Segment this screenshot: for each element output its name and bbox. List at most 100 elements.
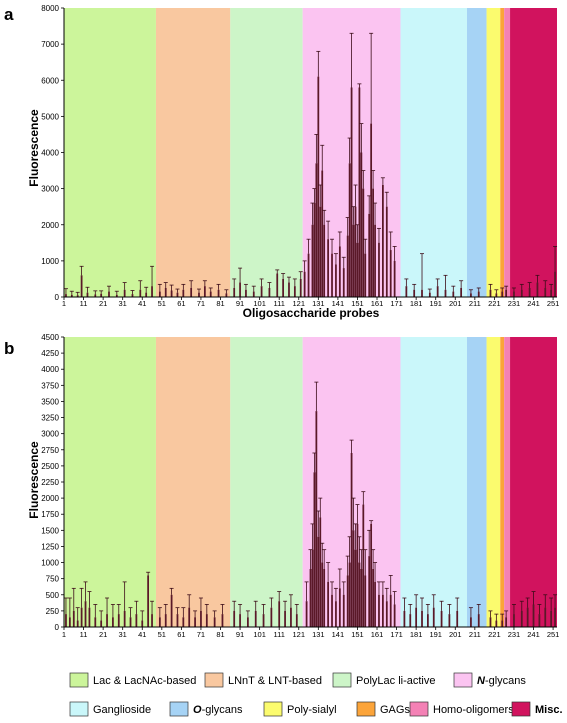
x-tick-label: 121 — [293, 299, 306, 308]
bar — [370, 523, 373, 627]
bar — [350, 87, 353, 297]
x-tick-label: 41 — [138, 630, 146, 639]
y-tick-label: 250 — [46, 607, 60, 616]
y-tick-label: 2000 — [41, 494, 59, 503]
bar — [288, 282, 290, 297]
x-tick-label: 1 — [62, 299, 66, 308]
bar — [374, 581, 376, 627]
x-tick-label: 241 — [527, 299, 540, 308]
region-misc — [510, 8, 557, 297]
x-tick-label: 71 — [197, 299, 205, 308]
y-tick-label: 500 — [46, 591, 60, 600]
legend-swatch — [204, 672, 224, 688]
bar — [131, 294, 134, 297]
y-tick-label: 1750 — [41, 510, 59, 519]
legend-label: GAGs — [380, 704, 410, 716]
bar — [532, 604, 535, 627]
bar — [270, 607, 273, 627]
x-tick-label: 211 — [469, 630, 481, 639]
legend-swatch — [511, 701, 531, 717]
x-tick-label: 201 — [449, 630, 462, 639]
x-tick-label: 171 — [390, 299, 403, 308]
legend-swatch — [263, 701, 283, 717]
bar — [221, 614, 224, 627]
bar — [440, 610, 443, 627]
y-tick-label: 2250 — [41, 478, 59, 487]
bar — [436, 286, 439, 297]
y-tick-label: 1000 — [41, 559, 59, 568]
bar — [86, 292, 89, 297]
bar — [489, 289, 492, 297]
legend-swatch — [169, 701, 189, 717]
region-homo-oligomers — [504, 8, 511, 297]
bar — [182, 289, 185, 297]
bar — [536, 282, 539, 297]
x-tick-label: 51 — [158, 299, 166, 308]
bar — [513, 614, 515, 627]
bar — [554, 607, 556, 627]
legend-label: O-glycans — [193, 704, 243, 716]
y-tick-label: 1500 — [41, 526, 59, 535]
bar — [520, 610, 523, 627]
bar — [348, 562, 351, 627]
x-tick-label: 81 — [216, 630, 224, 639]
y-tick-label: 8000 — [41, 4, 59, 13]
y-tick-label: 0 — [55, 623, 60, 632]
bar — [501, 620, 504, 627]
region-ganglioside — [400, 8, 468, 297]
bar — [80, 275, 83, 297]
bar — [544, 287, 547, 297]
bar — [313, 472, 316, 627]
bar — [65, 294, 67, 297]
bar — [378, 242, 380, 297]
bar — [164, 614, 167, 627]
bar — [331, 594, 333, 627]
bar — [260, 286, 263, 297]
bar — [444, 289, 447, 297]
region-o-glycans — [467, 8, 487, 297]
bar — [368, 213, 371, 297]
bar — [432, 607, 435, 627]
legend-label: Ganglioside — [93, 704, 151, 716]
bar — [176, 292, 179, 297]
y-axis-label: Fluorescence — [27, 441, 41, 519]
bar — [299, 278, 302, 297]
bar — [348, 163, 351, 297]
bar — [295, 614, 298, 627]
bar — [327, 239, 329, 297]
bar — [335, 601, 337, 627]
bar — [278, 601, 281, 627]
legend-label: LNnT & LNT-based — [228, 675, 322, 687]
bar — [378, 594, 380, 627]
bar — [538, 614, 541, 627]
x-tick-label: 1 — [62, 630, 66, 639]
bar — [311, 549, 314, 627]
bar — [112, 617, 114, 627]
bar — [135, 614, 138, 627]
region-lac-lacnac-based — [64, 337, 156, 627]
bar — [354, 206, 357, 297]
bar — [313, 203, 316, 297]
x-tick-label: 31 — [119, 299, 127, 308]
bar — [358, 87, 361, 297]
bar — [108, 291, 110, 297]
y-tick-label: 4250 — [41, 349, 59, 358]
legend-label: Lac & LacNAc-based — [93, 675, 196, 687]
bar — [94, 294, 97, 297]
bar — [188, 607, 191, 627]
x-tick-label: 131 — [312, 299, 325, 308]
legend-label: Homo-oligomers — [433, 704, 514, 716]
bar — [239, 614, 241, 627]
bar — [428, 292, 431, 297]
y-tick-label: 2750 — [41, 446, 59, 455]
bar — [309, 569, 312, 627]
x-tick-label: 21 — [99, 299, 107, 308]
y-tick-label: 7000 — [41, 40, 59, 49]
bar — [293, 286, 296, 297]
bar — [421, 289, 423, 297]
bar — [495, 620, 498, 627]
bar — [194, 617, 196, 627]
bar — [198, 292, 200, 297]
bar — [346, 235, 349, 297]
